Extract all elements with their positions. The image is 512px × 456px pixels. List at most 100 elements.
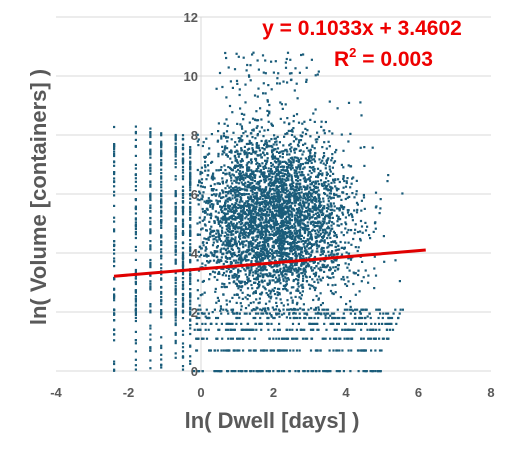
data-point bbox=[312, 112, 315, 115]
data-point bbox=[298, 149, 301, 152]
data-point bbox=[299, 196, 302, 199]
data-point bbox=[237, 274, 241, 278]
data-point bbox=[197, 138, 200, 141]
data-point bbox=[331, 272, 334, 275]
data-point bbox=[262, 167, 265, 170]
data-point bbox=[269, 292, 272, 295]
data-point bbox=[223, 208, 226, 211]
data-point bbox=[246, 135, 249, 138]
data-point bbox=[282, 278, 285, 281]
data-point bbox=[174, 333, 177, 336]
data-point bbox=[288, 191, 291, 194]
data-point bbox=[299, 328, 302, 331]
data-point bbox=[391, 328, 395, 331]
data-point bbox=[220, 234, 223, 237]
data-point bbox=[218, 238, 221, 241]
data-point bbox=[322, 370, 325, 373]
data-point bbox=[246, 175, 249, 178]
data-point bbox=[275, 140, 278, 143]
data-point bbox=[326, 203, 329, 206]
data-point bbox=[252, 129, 255, 132]
data-point bbox=[287, 278, 290, 281]
data-point bbox=[213, 221, 216, 224]
data-point bbox=[287, 197, 291, 200]
data-point bbox=[300, 157, 303, 160]
data-point bbox=[303, 273, 307, 276]
data-point bbox=[310, 171, 313, 175]
data-point bbox=[322, 200, 325, 203]
data-point bbox=[292, 208, 295, 211]
data-point bbox=[248, 253, 251, 256]
data-point bbox=[360, 225, 364, 228]
data-point bbox=[238, 88, 241, 91]
data-point bbox=[301, 173, 304, 176]
data-point bbox=[288, 328, 291, 331]
data-point bbox=[296, 218, 299, 222]
data-point bbox=[213, 220, 216, 223]
data-point bbox=[253, 195, 256, 198]
data-point bbox=[279, 151, 282, 154]
data-point bbox=[268, 201, 271, 204]
data-point bbox=[298, 139, 301, 142]
data-point bbox=[255, 306, 258, 309]
data-point bbox=[237, 240, 240, 243]
data-point bbox=[293, 268, 296, 271]
data-point bbox=[239, 199, 242, 202]
data-point bbox=[292, 337, 295, 340]
data-point bbox=[354, 223, 357, 226]
data-point bbox=[279, 349, 282, 352]
data-point bbox=[149, 169, 152, 173]
data-point bbox=[312, 286, 316, 289]
data-point bbox=[225, 244, 228, 247]
data-point bbox=[265, 218, 268, 221]
data-point bbox=[252, 301, 255, 304]
data-point bbox=[238, 170, 242, 173]
data-point bbox=[230, 245, 233, 248]
data-point bbox=[243, 145, 246, 148]
data-point bbox=[312, 272, 315, 275]
data-point bbox=[281, 175, 284, 178]
data-point bbox=[290, 286, 293, 289]
data-point bbox=[228, 227, 231, 230]
data-point bbox=[267, 167, 270, 170]
data-point bbox=[263, 226, 266, 229]
data-point bbox=[278, 322, 281, 325]
data-point bbox=[252, 229, 255, 232]
data-point bbox=[316, 229, 319, 232]
data-point bbox=[254, 281, 257, 284]
data-point bbox=[199, 185, 202, 188]
data-point bbox=[252, 370, 255, 373]
data-point bbox=[266, 192, 269, 195]
data-point bbox=[331, 166, 334, 169]
data-point bbox=[255, 224, 258, 227]
data-point bbox=[244, 231, 247, 234]
data-point bbox=[333, 160, 337, 163]
data-point bbox=[334, 178, 337, 181]
data-point bbox=[277, 199, 280, 202]
data-point bbox=[318, 205, 321, 208]
data-point bbox=[294, 186, 297, 189]
data-point bbox=[241, 222, 244, 225]
data-point bbox=[333, 328, 336, 331]
data-point bbox=[270, 162, 273, 165]
data-point bbox=[353, 196, 356, 199]
data-point bbox=[332, 253, 335, 256]
data-point bbox=[251, 209, 255, 212]
data-point bbox=[251, 193, 254, 196]
data-point bbox=[295, 303, 299, 306]
data-point bbox=[269, 184, 272, 187]
data-point bbox=[350, 212, 353, 216]
data-point bbox=[282, 188, 286, 191]
data-point bbox=[243, 153, 246, 156]
data-point bbox=[201, 322, 204, 325]
data-point bbox=[329, 337, 332, 340]
data-point bbox=[317, 281, 320, 284]
data-point bbox=[272, 308, 275, 311]
data-point bbox=[201, 195, 204, 198]
data-point bbox=[281, 107, 284, 110]
data-point bbox=[134, 138, 137, 141]
data-point bbox=[149, 338, 152, 341]
data-point bbox=[319, 211, 322, 214]
data-point bbox=[274, 181, 277, 184]
data-point bbox=[237, 155, 240, 158]
